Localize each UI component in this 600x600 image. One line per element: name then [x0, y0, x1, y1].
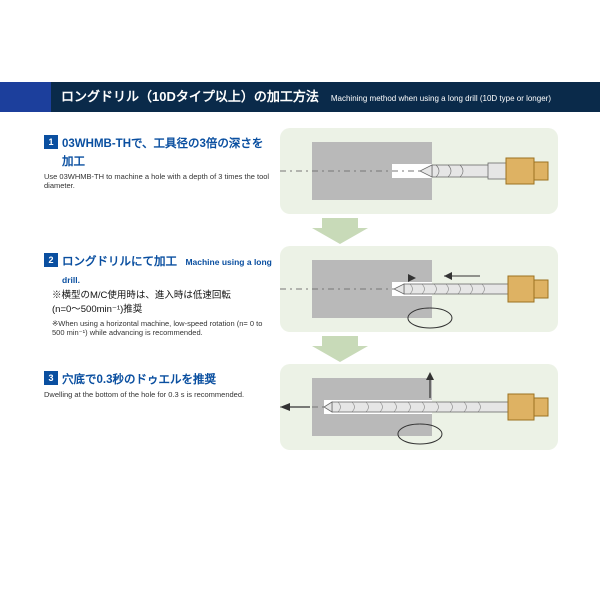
diagram-panel-3	[280, 364, 558, 450]
step-badge-1: 1	[44, 135, 58, 149]
step-sub-en2-2: ※When using a horizontal machine, low-sp…	[44, 319, 274, 338]
step-text-3: 3 穴底で0.3秒のドゥエルを推奨 Dwelling at the bottom…	[42, 364, 280, 450]
step-title-jp-2: ロングドリルにて加工	[62, 256, 177, 268]
diagram-svg-2	[280, 246, 558, 332]
step-badge-2: 2	[44, 253, 58, 267]
diagram-panel-1	[280, 128, 558, 214]
title-bar: ロングドリル（10Dタイプ以上）の加工方法 Machining method w…	[0, 82, 600, 112]
step-title-jp-1: 03WHMB-THで、工具径の3倍の深さを加工	[62, 138, 263, 168]
step-sub-jp1-2: ※横型のM/C使用時は、進入時は低速回転	[44, 290, 274, 303]
step-title-jp-3: 穴底で0.3秒のドゥエルを推奨	[62, 374, 216, 386]
step-text-2: 2 ロングドリルにて加工 Machine using a long drill.…	[42, 246, 280, 332]
step-row-3: 3 穴底で0.3秒のドゥエルを推奨 Dwelling at the bottom…	[42, 364, 558, 450]
down-arrow-2	[310, 334, 370, 364]
page: ロングドリル（10Dタイプ以上）の加工方法 Machining method w…	[0, 0, 600, 600]
diagram-panel-2	[280, 246, 558, 332]
down-arrow-1	[310, 216, 370, 246]
step-row-1: 1 03WHMB-THで、工具径の3倍の深さを加工 Use 03WHMB-TH …	[42, 128, 558, 214]
step-sub-en-1: Use 03WHMB-TH to machine a hole with a d…	[44, 172, 274, 191]
diagram-svg-1	[280, 128, 558, 214]
step-sub-jp2-2: (n=0〜500min⁻¹)推奨	[44, 304, 274, 317]
step-text-1: 1 03WHMB-THで、工具径の3倍の深さを加工 Use 03WHMB-TH …	[42, 128, 280, 214]
title-en: Machining method when using a long drill…	[331, 84, 551, 114]
step-row-2: 2 ロングドリルにて加工 Machine using a long drill.…	[42, 246, 558, 332]
title-bar-accent	[0, 82, 51, 112]
title-jp: ロングドリル（10Dタイプ以上）の加工方法	[61, 82, 319, 112]
diagram-svg-3	[280, 364, 558, 450]
title-bar-main: ロングドリル（10Dタイプ以上）の加工方法 Machining method w…	[51, 82, 600, 112]
step-sub-en-3: Dwelling at the bottom of the hole for 0…	[44, 390, 274, 399]
step-badge-3: 3	[44, 371, 58, 385]
